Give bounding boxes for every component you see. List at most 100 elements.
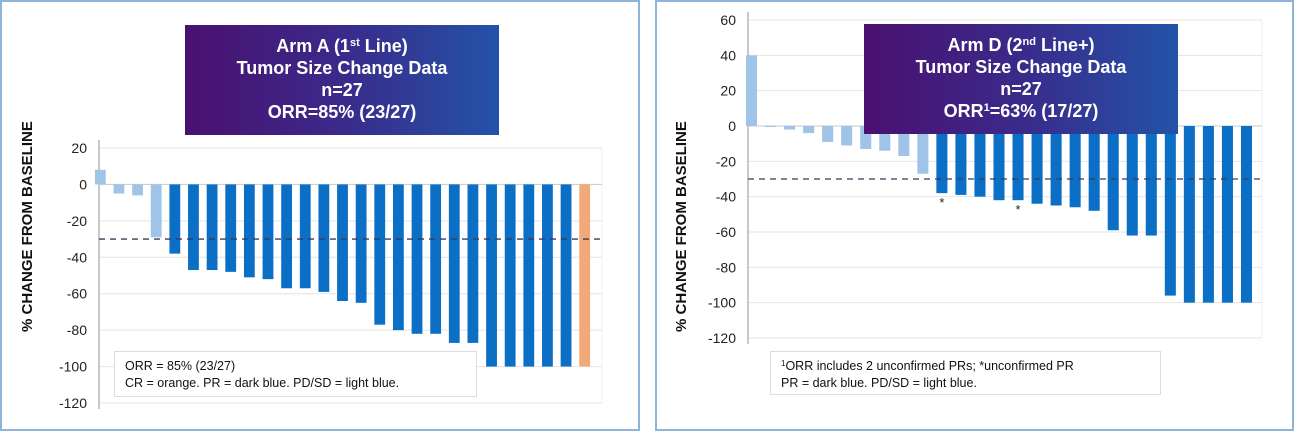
arm-d-bar — [1126, 126, 1138, 236]
arm-d-y-tick-label: 20 — [720, 83, 736, 99]
arm-d-bar — [879, 126, 891, 151]
arm-a-bar — [486, 184, 497, 367]
arm-d-bar — [1164, 126, 1176, 296]
arm-a-bar — [467, 184, 479, 343]
arm-d-title-box: Arm D (2nd Line+) Tumor Size Change Data… — [864, 24, 1178, 134]
arm-d-title-line3: n=27 — [1000, 79, 1042, 99]
arm-a-bar — [281, 184, 293, 289]
arm-d-bar — [1221, 126, 1233, 303]
title-superscript: 1 — [983, 102, 990, 114]
arm-a-bar — [337, 184, 348, 301]
arm-d-y-tick-label: -40 — [716, 189, 736, 205]
arm-a-bar — [523, 184, 535, 367]
arm-d-unconfirmed-marker: * — [939, 195, 944, 210]
arm-a-bar — [132, 184, 143, 196]
arm-a-bar — [318, 184, 330, 292]
arm-d-bar — [803, 126, 815, 134]
arm-d-y-tick-label: 60 — [720, 12, 736, 28]
arm-d-bar — [898, 126, 910, 157]
arm-a-title-box: Arm A (1st Line) Tumor Size Change Data … — [185, 25, 499, 135]
arm-d-bar — [955, 126, 967, 195]
arm-a-y-tick-label: -100 — [59, 359, 87, 375]
arm-a-bar — [392, 184, 404, 331]
arm-d-y-tick-label: 40 — [720, 47, 736, 63]
arm-a-y-tick-label: -20 — [67, 213, 87, 229]
arm-a-bar — [560, 184, 572, 367]
arm-a-note-line1: ORR = 85% (23/27) — [125, 359, 236, 373]
arm-d-title-line2: Tumor Size Change Data — [915, 57, 1127, 77]
arm-a-y-tick-label: -60 — [67, 286, 87, 302]
title-text: Arm D (2 — [947, 35, 1023, 55]
arm-d-y-tick-label: 0 — [728, 118, 736, 134]
arm-a-y-tick-label: -80 — [67, 322, 87, 338]
title-text: Line+) — [1035, 35, 1095, 55]
arm-d-bar — [1088, 126, 1100, 211]
arm-a-y-tick-label: -40 — [67, 249, 87, 265]
arm-a-bar — [169, 184, 181, 254]
arm-d-y-axis-label: % CHANGE FROM BASELINE — [673, 121, 690, 332]
arm-d-bar — [1031, 126, 1043, 204]
arm-a-bar — [262, 184, 274, 280]
arm-a-title-line2: Tumor Size Change Data — [236, 58, 448, 78]
arm-d-bar — [993, 126, 1005, 201]
arm-d-bar — [1069, 126, 1081, 208]
arm-d-title-line1: Arm D (2nd Line+) — [864, 34, 1178, 56]
arm-a-y-tick-label: 0 — [79, 176, 87, 192]
arm-a-bar — [188, 184, 199, 271]
arm-d-bar — [784, 126, 796, 130]
arm-a-bar — [150, 184, 162, 238]
title-text: =63% (17/27) — [989, 101, 1099, 121]
arm-d-unconfirmed-marker: * — [1016, 202, 1021, 217]
arm-d-bar — [841, 126, 853, 146]
arm-d-bar — [745, 55, 758, 127]
arm-d-y-tick-label: -20 — [716, 153, 736, 169]
arm-d-y-tick-label: -100 — [708, 295, 736, 311]
arm-a-bar — [504, 184, 516, 367]
arm-a-y-tick-label: 20 — [71, 140, 87, 156]
arm-d-bar — [1012, 126, 1024, 201]
arm-d-note-box: 1ORR includes 2 unconfirmed PRs; *unconf… — [770, 351, 1161, 395]
arm-a-bar — [206, 184, 218, 271]
arm-d-bar — [1050, 126, 1062, 206]
arm-a-title-line4: ORR=85% (23/27) — [267, 102, 417, 122]
title-text: Line) — [359, 36, 408, 56]
arm-d-note-line2: PR = dark blue. PD/SD = light blue. — [781, 376, 977, 390]
arm-d-bar — [822, 126, 834, 142]
arm-d-y-tick-label: -120 — [708, 330, 736, 346]
arm-d-bar — [765, 126, 777, 127]
arm-a-bar — [225, 184, 237, 272]
arm-d-note-line1: 1ORR includes 2 unconfirmed PRs; *unconf… — [781, 358, 1150, 375]
arm-a-bar — [355, 184, 367, 303]
arm-d-bar — [1145, 126, 1157, 236]
title-text: Arm A (1 — [276, 36, 350, 56]
arm-a-bar — [430, 184, 442, 334]
arm-d-bar — [1240, 126, 1253, 303]
arm-a-bar — [448, 184, 460, 343]
arm-a-chart: 20 0 -20 -40 -60 -80 -100 -120 — [59, 140, 603, 411]
arm-d-bar — [917, 126, 929, 174]
arm-a-y-tick-label: -120 — [59, 395, 87, 411]
arm-d-title-line4: ORR1=63% (17/27) — [864, 100, 1178, 122]
title-text: ORR — [943, 101, 984, 121]
title-superscript: nd — [1022, 36, 1036, 48]
arm-d-panel: 60 40 20 0 -20 -40 -60 -80 -100 -120 * * Arm D (2nd… — [655, 0, 1294, 431]
arm-a-note-box: ORR = 85% (23/27) CR = orange. PR = dark… — [114, 351, 477, 397]
arm-d-bar — [974, 126, 986, 197]
arm-a-panel: Arm A (1st Line) Tumor Size Change Data … — [0, 0, 640, 431]
arm-a-bar — [542, 184, 553, 367]
arm-d-bar — [860, 126, 872, 149]
arm-d-bar — [936, 126, 948, 194]
arm-a-title-line1: Arm A (1st Line) — [185, 35, 499, 57]
arm-a-bar — [411, 184, 423, 334]
arm-a-bar — [299, 184, 311, 289]
arm-d-bar — [1202, 126, 1214, 303]
arm-a-note-line2: CR = orange. PR = dark blue. PD/SD = lig… — [125, 376, 400, 390]
title-superscript: st — [349, 37, 360, 49]
arm-a-title-line3: n=27 — [321, 80, 363, 100]
arm-a-bar — [113, 184, 125, 194]
footnote-superscript: 1 — [781, 359, 786, 368]
arm-a-bar — [94, 169, 106, 185]
arm-d-bar — [1183, 126, 1195, 303]
arm-d-y-tick-label: -80 — [716, 259, 736, 275]
note-text: ORR includes 2 unconfirmed PRs; *unconfi… — [785, 359, 1074, 373]
